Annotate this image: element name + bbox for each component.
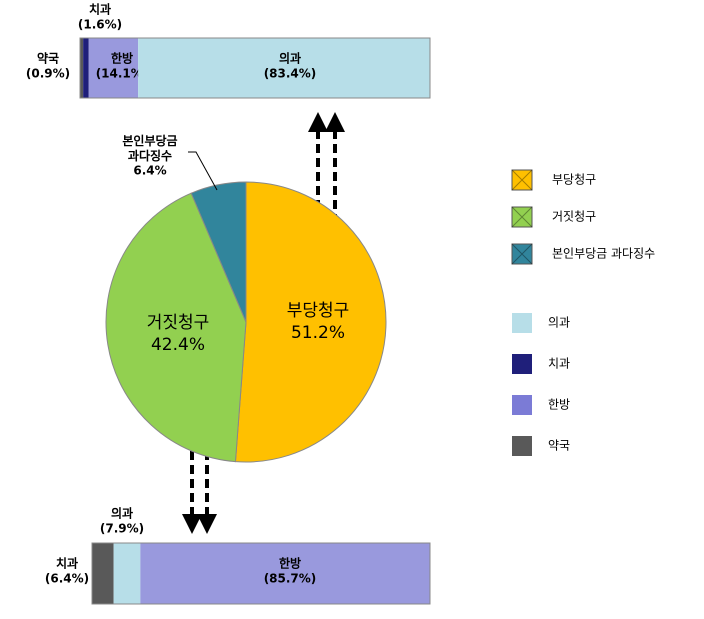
segment-name: 한방 bbox=[111, 51, 133, 66]
bar-segment bbox=[88, 38, 139, 98]
segment-value: (14.1%) bbox=[96, 67, 149, 81]
bar-segment bbox=[83, 38, 89, 98]
bar-segment bbox=[140, 543, 431, 604]
bar-segment bbox=[80, 38, 84, 98]
legend-label: 치과 bbox=[548, 357, 570, 371]
legend-bevel bbox=[511, 169, 533, 191]
slice-value: 42.4% bbox=[151, 335, 205, 355]
bar-segment bbox=[113, 543, 141, 604]
leader-line bbox=[188, 151, 218, 191]
segment-name: 약국 bbox=[37, 51, 59, 66]
segment-name: 의과 bbox=[279, 51, 301, 66]
segment-value: (0.9%) bbox=[26, 67, 70, 81]
legend-label: 본인부당금 과다징수 bbox=[552, 247, 655, 261]
slice-label: 거짓청구 bbox=[147, 313, 210, 333]
pie-slice bbox=[105, 192, 247, 463]
slice-value: 51.2% bbox=[291, 323, 345, 343]
pie-slice bbox=[234, 181, 387, 463]
slice-value: 6.4% bbox=[133, 164, 166, 178]
legend-swatch bbox=[511, 206, 533, 228]
legend-bevel bbox=[511, 243, 533, 265]
slice-label: 본인부당금 과다징수 bbox=[122, 133, 177, 163]
slice-label: 부당청구 bbox=[287, 301, 350, 321]
segment-name: 치과 bbox=[56, 556, 78, 571]
legend-label: 거짓청구 bbox=[552, 210, 596, 224]
legend-label: 부당청구 bbox=[552, 173, 596, 187]
pie-slice bbox=[190, 181, 247, 323]
segment-name: 치과 bbox=[89, 2, 111, 17]
legend-swatch bbox=[512, 313, 532, 333]
bar-segment bbox=[92, 543, 114, 604]
segment-value: (6.4%) bbox=[45, 572, 89, 586]
legend-swatch bbox=[511, 169, 533, 191]
legend-label: 의과 bbox=[548, 316, 570, 330]
segment-value: (83.4%) bbox=[264, 67, 317, 81]
bar-frame bbox=[79, 37, 431, 99]
legend-swatch bbox=[512, 436, 532, 456]
segment-name: 한방 bbox=[279, 556, 301, 571]
legend-swatch bbox=[511, 243, 533, 265]
legend-label: 한방 bbox=[548, 398, 570, 412]
legend-swatch bbox=[512, 354, 532, 374]
segment-value: (85.7%) bbox=[264, 572, 317, 586]
segment-name: 의과 bbox=[111, 506, 133, 521]
bar-segment bbox=[138, 38, 430, 98]
legend-bevel bbox=[511, 206, 533, 228]
segment-value: (1.6%) bbox=[78, 18, 122, 32]
legend-swatch bbox=[512, 395, 532, 415]
bar-frame bbox=[91, 542, 431, 605]
segment-value: (7.9%) bbox=[100, 522, 144, 536]
legend-label: 약국 bbox=[548, 438, 570, 453]
